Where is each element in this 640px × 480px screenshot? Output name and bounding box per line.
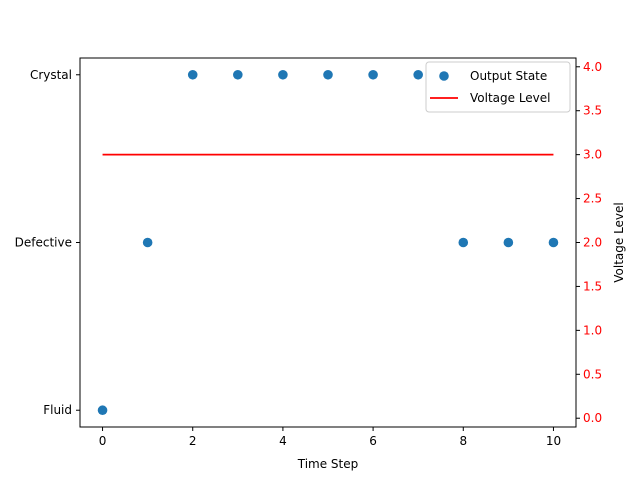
output-state-point: [548, 237, 559, 248]
y2-tick-label: 3.0: [583, 148, 602, 162]
x-tick-label: 0: [99, 434, 107, 448]
output-state-point: [503, 237, 514, 248]
output-state-point: [233, 69, 243, 80]
legend-label: Output State: [470, 69, 547, 83]
y2-tick-label: 1.5: [583, 279, 602, 293]
output-state-point: [278, 69, 288, 80]
y2-tick-label: 2.0: [583, 236, 602, 250]
legend-box: [425, 61, 571, 113]
y2-tick-label: 4.0: [583, 60, 602, 74]
output-state-point: [413, 69, 423, 80]
x-tick-label: 4: [279, 434, 287, 448]
y2-tick-label: 3.5: [583, 104, 602, 118]
legend-label: Voltage Level: [470, 91, 551, 105]
x-tick-label: 10: [546, 434, 561, 448]
output-state-point: [142, 237, 153, 248]
legend-marker-swatch: [439, 71, 449, 81]
x-tick-label: 2: [189, 434, 197, 448]
x-tick-label: 6: [369, 434, 377, 448]
y-tick-label: Fluid: [43, 403, 72, 417]
chart-axes: 0 2 4 6 8 10 Fluid Defective Crystal 0.0 0.5 1.0 1.5…: [15, 57, 602, 448]
x-axis-title: Time Step: [297, 457, 359, 471]
chart-marks: [97, 69, 559, 416]
y2-tick-label: 2.5: [583, 192, 602, 206]
output-state-point: [368, 69, 378, 80]
output-state-point: [187, 69, 198, 80]
x-tick-label: 8: [459, 434, 467, 448]
y-tick-label: Crystal: [30, 68, 72, 82]
plot-area: [80, 58, 576, 427]
y2-tick-label: 0.5: [583, 367, 602, 381]
legend: Output State Voltage Level: [425, 61, 571, 113]
y2-tick-label: 0.0: [583, 411, 602, 425]
output-state-point: [97, 405, 108, 416]
y-tick-label: Defective: [15, 236, 72, 250]
output-state-point: [458, 237, 469, 248]
y2-tick-label: 1.0: [583, 323, 602, 337]
output-state-point: [323, 69, 333, 80]
y2-axis-title: Voltage Level: [612, 202, 626, 283]
